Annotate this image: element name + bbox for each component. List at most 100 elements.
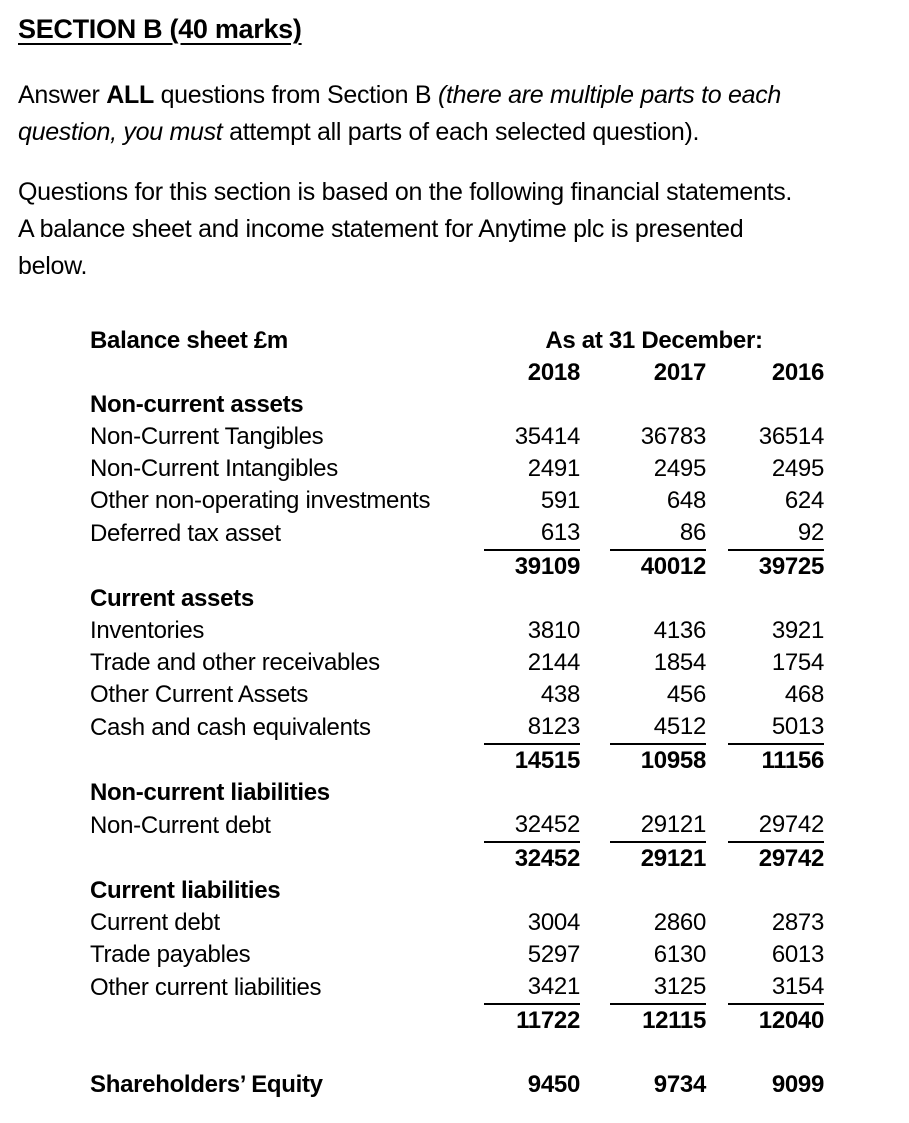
spacer-cell: [484, 875, 580, 907]
row-label: Other Current Assets: [90, 681, 309, 708]
equity-row: Shareholders’ Equity 9450 9734 9099: [90, 1069, 824, 1101]
spacer-cell: [706, 453, 728, 485]
spacer-cell: [706, 550, 728, 583]
spacer-cell: [706, 1004, 728, 1037]
value-cell: 5297: [527, 941, 581, 968]
row-label: Deferred tax asset: [90, 519, 281, 547]
subtotal-cell: 39109: [514, 553, 581, 580]
value-cell: 438: [540, 681, 580, 708]
spacer-cell: [580, 389, 610, 421]
value-cell: 648: [666, 487, 706, 514]
spacer-cell: [706, 357, 728, 389]
instruction-paragraph: Answer ALL questions from Section B (the…: [18, 77, 891, 151]
subtotal-cell: 39725: [758, 553, 825, 580]
value-cell: 3154: [728, 971, 824, 1005]
subtotal-cell: 12115: [642, 1007, 706, 1034]
subtotal-cell: 11722: [516, 1007, 580, 1034]
spacer-cell: [580, 842, 610, 875]
spacer-cell: [580, 583, 610, 615]
intro-line: A balance sheet and income statement for…: [18, 215, 744, 243]
spacer-cell: [706, 842, 728, 875]
subtotal-cell: 29121: [640, 845, 707, 872]
blank-row: [90, 1037, 824, 1069]
equity-label: Shareholders’ Equity: [90, 1071, 323, 1098]
row-label: Other current liabilities: [90, 973, 322, 1001]
value-cell: 6130: [653, 941, 707, 968]
section-heading-row: Current liabilities: [90, 875, 824, 907]
spacer-cell: [90, 842, 484, 875]
intro-line: Questions for this section is based on t…: [18, 178, 793, 206]
table-row: Other non-operating investments 591 648 …: [90, 485, 824, 517]
value-cell: 624: [784, 487, 825, 514]
instruction-text: Answer: [18, 81, 107, 109]
period-header: As at 31 December:: [545, 327, 763, 354]
row-label: Current debt: [90, 909, 220, 936]
equity-value-cell: 9450: [527, 1071, 581, 1098]
spacer-cell: [580, 453, 610, 485]
section-heading-label: Current liabilities: [90, 877, 281, 904]
spacer-cell: [484, 583, 580, 615]
value-cell: 29742: [728, 809, 824, 843]
spacer-cell: [90, 1004, 484, 1037]
spacer-cell: [706, 777, 728, 809]
spacer-cell: [580, 679, 610, 711]
value-cell: 2144: [527, 649, 581, 676]
value-cell: 92: [728, 517, 824, 551]
spacer-cell: [706, 875, 728, 907]
value-cell: 3921: [771, 617, 825, 644]
subtotal-row: 11722 12115 12040: [90, 1004, 824, 1037]
subtotal-cell: 10958: [640, 747, 707, 774]
table-title: Balance sheet £m: [90, 327, 288, 354]
subtotal-cell: 32452: [514, 845, 581, 872]
value-cell: 456: [666, 681, 706, 708]
value-cell: 3421: [484, 971, 580, 1005]
subtotal-cell: 40012: [640, 553, 707, 580]
spacer-cell: [706, 939, 728, 971]
row-label: Other non-operating investments: [90, 487, 431, 514]
spacer-cell: [580, 907, 610, 939]
table-row: Other current liabilities 3421 3125 3154: [90, 971, 824, 1005]
spacer-cell: [580, 550, 610, 583]
value-cell: 6013: [771, 941, 825, 968]
value-cell: 2873: [771, 909, 825, 936]
subtotal-row: 32452 29121 29742: [90, 842, 825, 875]
table-row: Other Current Assets 438 456 468: [90, 679, 824, 711]
table-row: Trade payables 5297 6130 6013: [90, 939, 824, 971]
instruction-text-italic: question, you must: [18, 118, 230, 146]
instruction-text-italic: (there are multiple parts to each: [437, 81, 781, 109]
spacer-cell: [580, 647, 610, 679]
spacer-cell: [706, 583, 728, 615]
spacer-cell: [580, 777, 610, 809]
spacer-cell: [580, 1004, 610, 1037]
spacer-cell: [580, 517, 610, 550]
value-cell: 2495: [771, 455, 825, 482]
spacer-cell: [706, 1069, 728, 1101]
subtotal-cell: 12040: [758, 1007, 825, 1034]
subtotal-row: 39109 40012 39725: [90, 550, 825, 583]
value-cell: 8123: [484, 711, 580, 745]
spacer-cell: [610, 389, 706, 421]
spacer-cell: [728, 777, 824, 809]
spacer-cell: [706, 647, 728, 679]
value-cell: 1854: [653, 649, 707, 676]
table-row: Non-Current Tangibles 35414 36783 36514: [90, 421, 824, 453]
spacer-cell: [706, 421, 728, 453]
value-cell: 591: [540, 487, 580, 514]
value-cell: 613: [484, 517, 580, 551]
value-cell: 4136: [653, 617, 707, 644]
spacer-cell: [90, 744, 484, 777]
value-cell: 32452: [484, 809, 580, 843]
spacer-cell: [706, 389, 728, 421]
spacer-cell: [610, 583, 706, 615]
spacer-cell: [580, 875, 610, 907]
spacer-cell: [580, 615, 610, 647]
spacer-cell: [610, 777, 706, 809]
spacer-cell: [90, 1037, 824, 1069]
year-column-header: 2017: [653, 359, 707, 386]
subtotal-cell: 11156: [761, 747, 825, 774]
spacer-cell: [706, 615, 728, 647]
instruction-text: questions from Section B: [153, 81, 438, 109]
spacer-cell: [706, 907, 728, 939]
table-row: Current debt 3004 2860 2873: [90, 907, 824, 939]
